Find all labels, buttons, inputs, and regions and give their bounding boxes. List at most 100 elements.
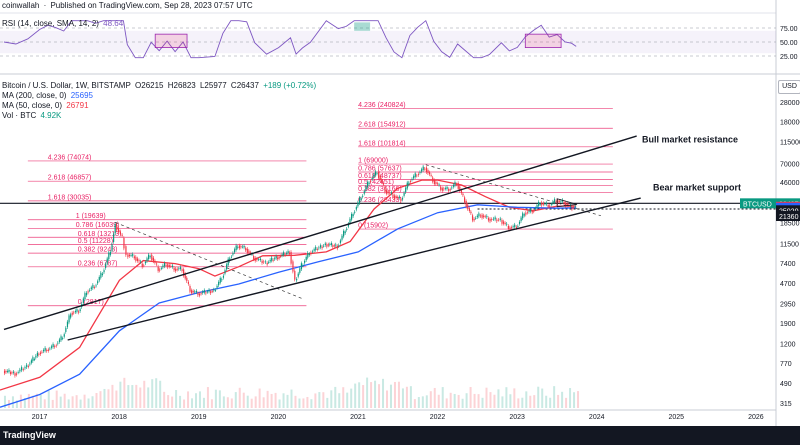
volume-bar: [39, 395, 42, 408]
candle-body: [109, 252, 112, 255]
candle-body: [74, 311, 77, 313]
volume-bar: [370, 382, 373, 408]
candle-body: [3, 370, 6, 374]
candle-body: [371, 178, 373, 180]
volume-legend[interactable]: Vol · BTC 4.92K: [2, 111, 63, 120]
candle-body: [256, 258, 258, 261]
volume-bar: [87, 398, 90, 408]
volume-bar: [545, 395, 548, 408]
candle-body: [24, 367, 26, 369]
candle-body: [471, 215, 474, 221]
candle-body: [49, 348, 51, 350]
volume-bar: [242, 392, 245, 408]
volume-bar: [171, 396, 174, 408]
volume-bar: [505, 387, 508, 408]
price-tick-label: 4700: [780, 281, 796, 288]
btc-symbol-tag: BTCUSD: [743, 201, 772, 208]
candle-body: [160, 268, 162, 269]
candle-body: [536, 205, 538, 208]
author-name: coinwallah: [2, 1, 40, 10]
candle-body: [92, 284, 94, 289]
candle-body: [484, 216, 486, 218]
brand-name: TradingView: [3, 430, 56, 440]
candle-body: [58, 339, 61, 342]
candle-body: [446, 186, 448, 189]
candle-body: [430, 175, 432, 176]
volume-bar: [397, 381, 400, 408]
candle-body: [533, 210, 535, 212]
candle-body: [195, 290, 197, 293]
candle-body: [515, 226, 517, 229]
candle-body: [205, 292, 207, 294]
rsi-line: [3, 19, 577, 59]
volume-bar: [51, 399, 54, 408]
candle-body: [514, 224, 516, 227]
candle-body: [408, 182, 410, 185]
candle-body: [501, 220, 503, 224]
volume-bar: [461, 398, 464, 408]
candle-body: [435, 181, 437, 185]
candle-body: [269, 259, 271, 262]
time-tick-label: 2025: [669, 414, 685, 421]
volume-bar: [187, 391, 190, 408]
candle-body: [557, 200, 559, 203]
candle-body: [152, 257, 155, 262]
volume-bar: [302, 398, 305, 408]
candle-body: [62, 338, 64, 340]
volume-bar: [67, 399, 70, 408]
candle-body: [443, 188, 445, 190]
candle-body: [249, 252, 252, 254]
candle-body: [9, 372, 12, 374]
ma50-legend[interactable]: MA (50, close, 0) 26791: [2, 101, 91, 110]
candle-body: [93, 287, 96, 288]
candle-body: [376, 173, 378, 175]
time-tick-label: 2022: [430, 414, 446, 421]
volume-bar: [354, 383, 357, 408]
currency-button[interactable]: USD: [778, 80, 800, 94]
candle-body: [132, 254, 134, 256]
candle-body: [79, 309, 81, 312]
volume-bar: [254, 396, 257, 408]
candle-body: [105, 264, 107, 268]
candle-body: [155, 263, 158, 265]
candle-body: [114, 224, 116, 234]
volume-bar: [282, 393, 285, 408]
candle-body: [200, 293, 202, 295]
ma200-legend[interactable]: MA (200, close, 0) 25695: [2, 91, 95, 100]
volume-bar: [226, 397, 229, 408]
vol-value: 4.92K: [40, 111, 62, 120]
candle-body: [47, 349, 49, 351]
candle-body: [520, 217, 522, 222]
candle-body: [560, 200, 562, 202]
candle-body: [539, 203, 541, 205]
candle-body: [71, 312, 73, 315]
candle-body: [278, 256, 280, 259]
candle-body: [123, 237, 125, 249]
candle-body: [330, 243, 332, 245]
fib-level-label: 2.618 (46857): [48, 175, 92, 182]
candle-body: [545, 202, 548, 205]
candle-body: [125, 246, 127, 256]
volume-bar: [91, 396, 94, 408]
candle-body: [272, 259, 274, 261]
candle-body: [27, 366, 30, 367]
dashed-downtrend-1: [115, 222, 303, 300]
volume-bar: [3, 395, 6, 408]
candle-body: [365, 186, 367, 191]
volume-bar: [298, 398, 301, 408]
volume-bar: [469, 386, 472, 408]
candle-body: [277, 257, 279, 260]
candle-body: [492, 218, 495, 220]
candle-body: [449, 189, 451, 191]
candle-body: [60, 336, 62, 341]
volume-bar: [477, 394, 480, 408]
price-tick-label: 770: [780, 361, 792, 368]
candle-body: [119, 231, 121, 234]
volume-bar: [55, 390, 58, 408]
volume-bar: [127, 385, 130, 408]
candle-body: [42, 349, 45, 352]
volume-bar: [79, 399, 82, 408]
candle-body: [460, 190, 463, 194]
candle-body: [130, 255, 132, 256]
